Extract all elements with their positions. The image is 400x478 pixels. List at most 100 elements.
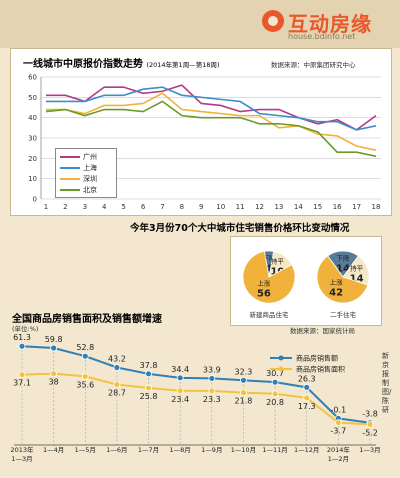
chart3-point-1 xyxy=(366,420,374,428)
chart3-x-tick: 1—12月 xyxy=(294,446,319,454)
chart3-point-1 xyxy=(18,371,26,379)
chart2-title: 今年3月份70个大中城市住宅销售价格环比变动情况 xyxy=(130,223,350,234)
chart3-x-tick: 1—5月 xyxy=(75,446,96,454)
chart3-data-label-1: 25.8 xyxy=(140,392,158,401)
chart3-x-tick: 1—11月 xyxy=(262,446,287,454)
brand: 互动房缘 house.bdinfo.net xyxy=(262,8,392,42)
legend-label-shanghai: 上海 xyxy=(83,164,97,172)
chart3-x-tick: 1—6月 xyxy=(106,446,127,454)
chart3-data-label-0: 34.4 xyxy=(171,365,189,374)
brand-name: 互动房缘 xyxy=(288,12,372,36)
chart3-point-0 xyxy=(113,364,121,371)
chart3-point-0 xyxy=(271,378,279,386)
chart1-legend: 广州 上海 深圳 北京 xyxy=(55,148,117,198)
chart3-series-line-1 xyxy=(21,372,371,426)
chart1-x-tick: 13 xyxy=(274,203,283,211)
chart3-data-label-1: 20.8 xyxy=(266,398,284,407)
chart3-legend-marker-0 xyxy=(278,355,284,361)
chart3-data-label-1: 17.3 xyxy=(298,402,316,411)
pie0-title: 新建商品住宅 xyxy=(250,310,290,319)
legend-label-beijing: 北京 xyxy=(83,186,97,194)
chart3-point-1 xyxy=(334,419,342,426)
chart3-data-label-0: 59.8 xyxy=(45,335,63,344)
chart3-point-1 xyxy=(113,381,121,388)
chart1-y-tick: 60 xyxy=(28,74,37,82)
pie1-value-0: 14 xyxy=(336,264,350,275)
chart1-x-tick: 9 xyxy=(199,203,203,211)
chart3-point-0 xyxy=(50,344,58,352)
chart1-x-tick: 16 xyxy=(333,203,342,211)
chart3-data-label-1: 28.7 xyxy=(108,389,126,398)
chart1-y-tick: 10 xyxy=(28,175,37,183)
pie1-label-1: 持平 xyxy=(350,264,364,273)
pie1-title: 二手住宅 xyxy=(330,310,357,319)
chart3-point-1 xyxy=(208,387,216,395)
chart3-point-1 xyxy=(271,390,279,398)
chart1-x-tick: 8 xyxy=(180,203,184,211)
brand-logo-icon xyxy=(262,10,284,32)
chart3-point-1 xyxy=(145,384,152,392)
chart3-x-tick: 1—7月 xyxy=(138,446,159,454)
chart3-x-tick: 1—3月 xyxy=(11,455,32,463)
chart1-series-line-0 xyxy=(46,84,377,131)
pie1-label-2: 上涨 xyxy=(330,277,344,286)
chart1-x-tick: 10 xyxy=(216,203,225,211)
chart1-x-tick: 4 xyxy=(102,203,107,211)
chart3-x-tick: 1—10月 xyxy=(231,446,256,454)
chart3-point-0 xyxy=(81,352,89,360)
chart1-x-tick: 11 xyxy=(236,203,245,211)
chart3-x-tick: 1—3月 xyxy=(359,446,380,454)
chart3-point-1 xyxy=(240,389,247,397)
legend-item-shenzhen: 深圳 xyxy=(60,174,97,184)
chart3-point-0 xyxy=(18,342,26,350)
legend-swatch-guangzhou xyxy=(60,156,80,158)
chart1-series-line-3 xyxy=(45,100,377,158)
chart3-point-0 xyxy=(303,383,311,391)
chart3-data-label-0: 37.8 xyxy=(140,361,158,370)
chart1-x-tick: 3 xyxy=(83,203,87,211)
chart1-panel: 一线城市中原报价指数走势 (2014年第1周—第18周) 数据来源：中原集团研究… xyxy=(10,48,392,216)
chart3-point-1 xyxy=(303,394,311,402)
pie0-label-0: 下降 xyxy=(263,254,277,263)
chart3-point-0 xyxy=(240,376,247,384)
chart2-panel: 下降 4 持平 10 上涨 56 新建商品住宅 下降 14 持平 14 上涨 42 二手住宅 xyxy=(230,236,382,326)
chart3-data-label-1: 37.1 xyxy=(13,379,31,388)
chart3-side-note: 新京报制图/陈研 xyxy=(382,352,392,414)
chart3-series-line-0 xyxy=(21,345,371,424)
legend-label-guangzhou: 广州 xyxy=(83,153,97,161)
chart3-data-label-0: 30.7 xyxy=(266,369,284,378)
chart3-point-1 xyxy=(50,370,58,378)
chart3-x-tick: 1—9月 xyxy=(201,446,222,454)
chart3-x-tick: 2013年 xyxy=(10,445,34,454)
chart3-data-label-0: -3.8 xyxy=(362,410,378,419)
chart3-data-label-1: 38 xyxy=(49,378,59,387)
chart1-x-tick: 6 xyxy=(141,203,146,211)
chart1-source: 数据来源：中原集团研究中心 xyxy=(271,61,356,69)
chart1-x-tick: 1 xyxy=(44,203,48,211)
chart3-point-0 xyxy=(208,375,216,382)
chart1-y-tick: 0 xyxy=(33,196,37,204)
chart3-legend-label-0: 商品房销售额 xyxy=(296,354,338,363)
chart1-x-tick: 12 xyxy=(255,203,264,211)
chart1-series-line-1 xyxy=(46,86,377,131)
chart3-point-1 xyxy=(81,373,89,380)
pie1-value-1: 14 xyxy=(350,274,364,285)
chart3-data-label-1: -3.7 xyxy=(331,427,347,436)
chart3-unit: (单位:%) xyxy=(12,325,39,333)
chart3-data-label-0: 43.2 xyxy=(108,354,126,363)
legend-item-shanghai: 上海 xyxy=(60,163,97,173)
chart3-point-0 xyxy=(145,370,152,378)
chart3-x-tick: 1—4月 xyxy=(43,446,64,454)
chart3-data-label-0: 26.3 xyxy=(298,374,316,383)
chart1-y-tick: 20 xyxy=(28,155,37,163)
pie0-value-2: 56 xyxy=(257,289,271,300)
chart3-data-label-0: 33.9 xyxy=(203,365,221,374)
chart3-data-label-0: -0.1 xyxy=(331,405,347,414)
chart1-x-tick: 15 xyxy=(313,203,322,211)
legend-label-shenzhen: 深圳 xyxy=(83,175,97,183)
pie1-slice-2 xyxy=(316,255,369,304)
chart3-data-label-1: -5.2 xyxy=(362,428,378,437)
